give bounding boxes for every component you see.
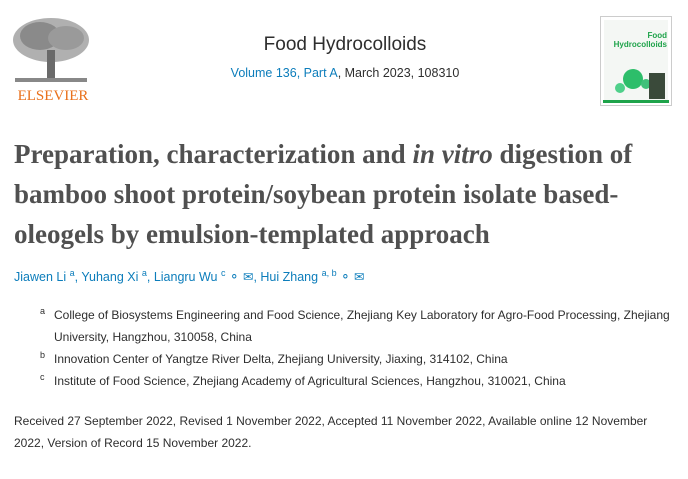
author-link[interactable]: Jiawen Li a	[14, 267, 75, 284]
elsevier-logo[interactable]: ELSEVIER	[10, 14, 96, 106]
publisher-name: ELSEVIER	[17, 88, 89, 104]
affiliation: a College of Biosystems Engineering and F…	[40, 306, 670, 344]
journal-title[interactable]: Food Hydrocolloids	[263, 34, 427, 55]
person-icon[interactable]: ⚬	[340, 270, 351, 284]
tree-logo-icon	[13, 18, 89, 82]
affiliation-list: a College of Biosystems Engineering and F…	[40, 304, 678, 392]
journal-cover[interactable]: Food Hydrocolloids	[600, 16, 672, 106]
author-link[interactable]: Liangru Wu c ⚬ ✉	[153, 267, 254, 284]
cover-title: Food Hydrocolloids	[613, 31, 667, 49]
article-header: Preparation, characterization and in vit…	[14, 134, 678, 454]
article-history: Received 27 September 2022, Revised 1 No…	[14, 414, 648, 450]
issue-date: , March 2023, 108310	[337, 66, 460, 80]
author-list: Jiawen Li a, Yuhang Xi a, Liangru Wu c ⚬…	[14, 267, 365, 284]
author-link[interactable]: Hui Zhang a, b ⚬ ✉	[260, 267, 365, 284]
affiliation: c Institute of Food Science, Zhejiang Aca…	[40, 372, 566, 388]
envelope-icon[interactable]: ✉	[242, 270, 254, 284]
author-link[interactable]: Yuhang Xi a	[81, 267, 147, 284]
person-icon[interactable]: ⚬	[228, 270, 240, 284]
volume-link[interactable]: Volume 136, Part A	[230, 66, 338, 80]
envelope-icon[interactable]: ✉	[354, 270, 365, 284]
volume-info: Volume 136, Part A, March 2023, 108310	[170, 66, 520, 80]
article-title: Preparation, characterization and in vit…	[14, 139, 633, 249]
title-italic: in vitro	[412, 139, 493, 169]
affiliation: b Innovation Center of Yangtze River Delt…	[40, 350, 508, 366]
